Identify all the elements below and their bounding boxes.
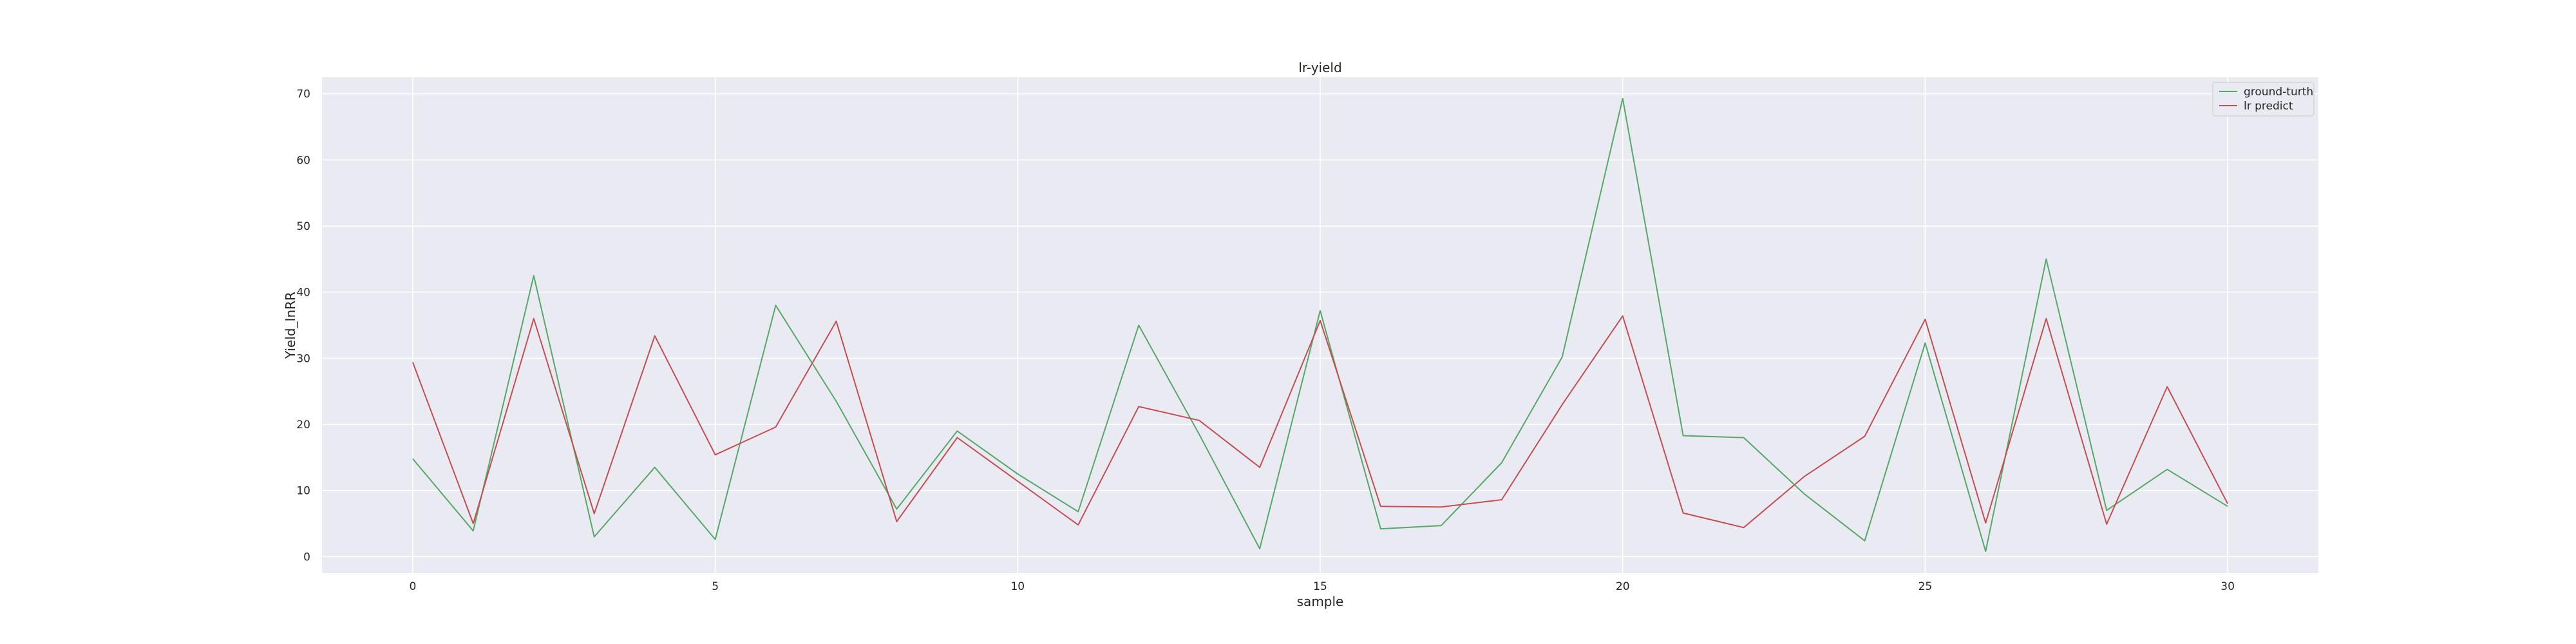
x-tick-label-20: 20 xyxy=(1616,580,1630,593)
x-tick-label-10: 10 xyxy=(1010,580,1025,593)
grid-lines xyxy=(322,77,2318,573)
y-axis-title: Yield_InRR xyxy=(283,292,298,359)
x-axis-title: sample xyxy=(1297,594,1344,609)
y-tick-label-0: 0 xyxy=(303,551,310,564)
x-tick-label-0: 0 xyxy=(409,580,416,593)
x-tick-label-15: 15 xyxy=(1313,580,1327,593)
y-tick-label-30: 30 xyxy=(296,352,310,365)
y-tick-label-40: 40 xyxy=(296,287,310,299)
y-tick-label-70: 70 xyxy=(296,88,310,101)
legend-label-lr-predict: lr predict xyxy=(2244,100,2293,113)
x-tick-label-5: 5 xyxy=(712,580,719,593)
y-tick-labels: 0 10 20 30 40 50 60 70 xyxy=(296,88,310,564)
series-line-ground-turth xyxy=(412,97,2228,553)
y-tick-label-20: 20 xyxy=(296,419,310,431)
y-tick-label-60: 60 xyxy=(296,154,310,167)
legend: ground-turth lr predict xyxy=(2212,82,2315,117)
series-lines xyxy=(412,97,2228,553)
legend-box xyxy=(2212,82,2315,117)
x-tick-labels: 0 5 10 15 20 25 30 xyxy=(409,580,2234,593)
series-line-lr-predict xyxy=(412,315,2228,529)
x-tick-label-30: 30 xyxy=(2221,580,2235,593)
y-tick-label-10: 10 xyxy=(296,485,310,498)
chart-title: lr-yield xyxy=(1298,60,1341,75)
x-tick-label-25: 25 xyxy=(1918,580,1933,593)
y-tick-label-50: 50 xyxy=(296,220,310,233)
legend-label-ground-turth: ground-turth xyxy=(2244,86,2313,99)
